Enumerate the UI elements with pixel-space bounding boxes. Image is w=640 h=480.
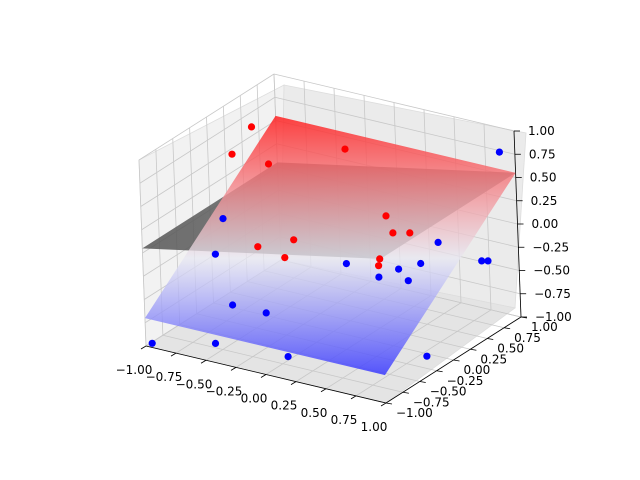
y-tick: [385, 402, 393, 405]
grid-z-left: [138, 73, 275, 161]
x-tick: [380, 402, 387, 407]
x-tick-label: 1.00: [361, 420, 388, 434]
x-tick: [290, 381, 297, 385]
y-tick-label: 0.75: [514, 331, 541, 345]
blue-point: [262, 309, 270, 317]
x-tick: [170, 352, 177, 357]
red-point: [290, 236, 298, 244]
x-tick: [350, 395, 357, 400]
y-tick: [470, 348, 477, 351]
y-tick: [487, 338, 494, 340]
z-tick-label: 0.25: [531, 194, 558, 208]
blue-point: [478, 257, 486, 265]
y-tick-label: 0.50: [497, 342, 524, 356]
z-tick-label: 0.75: [529, 147, 556, 161]
blue-point: [434, 238, 442, 246]
blue-point: [417, 259, 425, 268]
x-tick-label: 0.75: [331, 413, 358, 427]
x-tick-label: 0.00: [241, 392, 268, 406]
grid-x-back: [483, 123, 492, 310]
x-tick: [260, 374, 267, 378]
grid-z-left: [140, 120, 276, 207]
y-tick: [504, 327, 511, 330]
red-point: [281, 254, 289, 262]
blue-point: [484, 257, 492, 265]
y-tick-label: −0.50: [430, 385, 467, 399]
grid-z-back: [273, 73, 515, 132]
blue-point: [495, 148, 503, 156]
z-tick-label: −0.50: [533, 264, 570, 278]
z-tick-label: 0.00: [532, 217, 559, 231]
grid-z-back: [274, 96, 515, 155]
x-tick-label: −0.50: [176, 377, 213, 391]
z-tick-label: −0.75: [534, 287, 571, 301]
red-point: [264, 160, 273, 168]
grid-x-floor: [355, 309, 492, 397]
x-tick: [140, 345, 147, 350]
y-tick-label: −0.75: [413, 395, 450, 409]
blue-point: [423, 352, 431, 360]
y-tick-label: −1.00: [396, 406, 433, 420]
x-tick-label: −1.00: [116, 363, 153, 377]
ticks: [140, 130, 528, 407]
x-tick-label: −0.25: [206, 384, 243, 398]
grid-z-left: [139, 96, 276, 184]
surfaces: [142, 115, 516, 376]
red-point: [341, 145, 349, 153]
y-tick: [520, 316, 528, 319]
y-tick: [419, 381, 426, 383]
blue-point: [395, 265, 403, 273]
y-tick-label: 0.00: [464, 363, 491, 377]
tick-labels: −1.00−1.00−1.00−0.75−0.75−0.75−0.50−0.50…: [116, 124, 572, 434]
blue-point: [404, 277, 412, 285]
bwr-plane: [144, 115, 516, 376]
y-tick: [453, 359, 460, 362]
z-tick-label: 0.50: [530, 171, 557, 185]
y-tick-label: −0.25: [447, 374, 484, 388]
x-tick: [320, 388, 327, 393]
red-point: [382, 212, 390, 220]
blue-point: [148, 339, 156, 347]
red-point: [375, 262, 383, 270]
blue-point: [229, 301, 237, 309]
y-tick-label: 1.00: [531, 320, 558, 334]
blue-point: [211, 250, 219, 258]
x-tick: [200, 359, 207, 364]
blue-point: [211, 339, 220, 347]
blue-point: [375, 273, 383, 281]
y-tick: [402, 391, 409, 394]
red-point: [389, 229, 397, 237]
red-point: [406, 229, 414, 237]
y-tick: [436, 370, 443, 373]
x-tick-label: 0.25: [271, 399, 298, 413]
z-tick-label: −0.25: [532, 240, 569, 254]
points: [148, 123, 503, 361]
red-point: [254, 243, 262, 251]
y-tick-label: 0.25: [480, 352, 507, 366]
blue-point: [219, 215, 227, 223]
blue-point: [342, 260, 350, 268]
x-tick-label: 0.50: [301, 406, 328, 420]
z-tick-label: −1.00: [535, 310, 572, 324]
red-point: [228, 150, 236, 158]
blue-point: [284, 353, 292, 361]
x-tick-label: −0.75: [146, 370, 183, 384]
red-point: [247, 123, 256, 131]
red-point: [376, 255, 384, 263]
x-tick: [230, 367, 237, 371]
z-tick-label: 1.00: [528, 124, 555, 138]
